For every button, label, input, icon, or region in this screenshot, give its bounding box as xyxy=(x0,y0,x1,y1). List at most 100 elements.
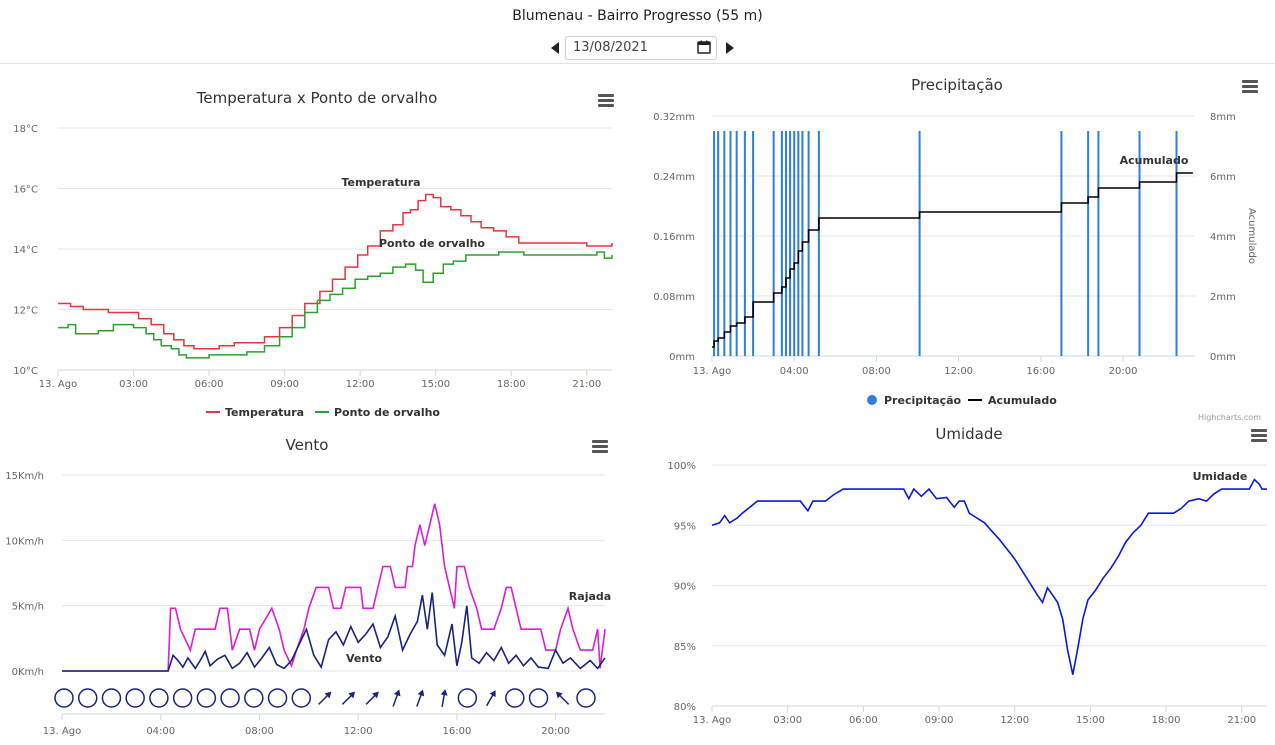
y-tick-label: 12°C xyxy=(13,306,38,317)
humidity-chart-menu-icon[interactable] xyxy=(1251,429,1267,443)
y-tick-label-right: 0mm xyxy=(1210,352,1236,363)
series-line-wind xyxy=(62,592,606,672)
y-tick-label-left: 0.24mm xyxy=(653,172,695,183)
calm-circle-icon xyxy=(528,688,549,708)
x-tick-label: 08:00 xyxy=(245,726,274,737)
x-tick-label: 18:00 xyxy=(497,379,526,390)
series-label-dewpoint: Ponto de orvalho xyxy=(379,237,485,250)
x-tick-label: 16:00 xyxy=(442,726,471,737)
series-label-accumulated: Acumulado xyxy=(1120,154,1189,167)
temp-chart-title: Temperatura x Ponto de orvalho xyxy=(196,89,438,107)
x-tick-label: 15:00 xyxy=(421,379,450,390)
x-tick-label: 15:00 xyxy=(1076,715,1105,726)
x-tick-label: 03:00 xyxy=(119,379,148,390)
x-tick-label: 12:00 xyxy=(1000,715,1029,726)
humidity-chart-title: Umidade xyxy=(935,425,1002,443)
calm-circle-icon xyxy=(172,688,193,708)
x-tick-label: 09:00 xyxy=(925,715,954,726)
calendar-icon[interactable] xyxy=(697,40,711,54)
y-tick-label-left: 0.16mm xyxy=(653,232,695,243)
y-tick-label-right: 4mm xyxy=(1210,232,1236,243)
y-tick-label: 80% xyxy=(674,702,696,713)
series-label-wind: Vento xyxy=(346,652,382,665)
calm-circle-icon xyxy=(196,688,217,708)
legend-item-precipitation: Precipitação xyxy=(884,394,962,407)
header-divider xyxy=(0,63,1275,64)
caret-right-icon[interactable] xyxy=(726,42,734,54)
wind-arrow-icon xyxy=(485,690,496,707)
x-tick-label: 21:00 xyxy=(1227,715,1256,726)
temp-chart-menu-icon[interactable] xyxy=(598,94,614,108)
x-tick-label: 16:00 xyxy=(1026,366,1055,377)
series-line-accumulated xyxy=(712,172,1193,348)
y-axis-title-right: Acumulado xyxy=(1246,208,1257,264)
x-tick-label: 04:00 xyxy=(780,366,809,377)
calm-circle-icon xyxy=(576,688,596,708)
series-line-gust xyxy=(62,503,606,672)
legend-item-accumulated: Acumulado xyxy=(988,394,1057,407)
wind-arrow-icon xyxy=(440,689,448,707)
series-line-humidity xyxy=(711,478,1267,675)
page-title: Blumenau - Bairro Progresso (55 m) xyxy=(512,8,763,24)
x-tick-label: 08:00 xyxy=(862,366,891,377)
y-tick-label-left: 0.32mm xyxy=(653,112,695,123)
series-label-temperature: Temperatura xyxy=(341,176,420,189)
x-tick-label: 13. Ago xyxy=(39,379,77,390)
calm-circle-icon xyxy=(244,688,264,708)
calm-circle-icon xyxy=(220,688,240,708)
wind-arrow-icon xyxy=(555,691,570,705)
wind-arrow-icon xyxy=(365,691,379,705)
y-tick-label: 90% xyxy=(674,582,696,593)
y-tick-label: 5Km/h xyxy=(12,602,44,613)
calm-circle-icon xyxy=(505,688,525,708)
wind-arrow-icon xyxy=(341,691,356,705)
calm-circle-icon xyxy=(125,688,145,708)
legend-item-dewpoint: Ponto de orvalho xyxy=(334,406,440,419)
calm-circle-icon xyxy=(77,688,98,708)
x-tick-label: 06:00 xyxy=(195,379,224,390)
legend-item-temperature: Temperatura xyxy=(225,406,304,419)
calm-circle-icon xyxy=(457,688,478,708)
calm-circle-icon xyxy=(291,688,312,708)
series-label-gust: Rajada xyxy=(569,590,611,603)
wind-arrow-icon xyxy=(392,689,401,707)
y-tick-label-left: 0mm xyxy=(669,352,695,363)
series-line-dewpoint xyxy=(58,251,613,359)
x-tick-label: 20:00 xyxy=(541,726,570,737)
y-tick-label: 15Km/h xyxy=(5,471,44,482)
precip-chart-title: Precipitação xyxy=(911,76,1003,94)
date-navigation: 13/08/2021 xyxy=(0,36,1275,62)
y-tick-label-right: 6mm xyxy=(1210,172,1236,183)
y-tick-label: 85% xyxy=(674,642,696,653)
x-tick-label: 13. Ago xyxy=(693,715,731,726)
y-tick-label-right: 8mm xyxy=(1210,112,1236,123)
precip-chart-menu-icon[interactable] xyxy=(1242,80,1258,94)
wind-chart-menu-icon[interactable] xyxy=(592,440,608,454)
x-tick-label: 20:00 xyxy=(1109,366,1138,377)
x-tick-label: 12:00 xyxy=(344,726,373,737)
x-tick-label: 04:00 xyxy=(146,726,175,737)
y-tick-label: 16°C xyxy=(13,185,38,196)
x-tick-label: 06:00 xyxy=(849,715,878,726)
wind-chart-title: Vento xyxy=(286,436,329,454)
x-tick-label: 03:00 xyxy=(773,715,802,726)
y-tick-label: 10Km/h xyxy=(5,536,44,547)
y-tick-label: 100% xyxy=(667,461,696,472)
y-tick-label: 10°C xyxy=(13,366,38,377)
y-tick-label-left: 0.08mm xyxy=(653,292,695,303)
wind-arrow-icon xyxy=(416,689,425,707)
legend-swatch xyxy=(867,395,877,405)
calm-circle-icon xyxy=(101,688,122,708)
x-tick-label: 12:00 xyxy=(944,366,973,377)
x-tick-label: 13. Ago xyxy=(693,366,731,377)
x-tick-label: 13. Ago xyxy=(43,726,81,737)
calm-circle-icon xyxy=(54,688,74,708)
series-label-humidity: Umidade xyxy=(1193,470,1248,483)
x-tick-label: 18:00 xyxy=(1152,715,1181,726)
series-line-temperature xyxy=(58,193,613,350)
caret-left-icon[interactable] xyxy=(551,42,559,54)
x-tick-label: 12:00 xyxy=(346,379,375,390)
date-input[interactable]: 13/08/2021 xyxy=(565,36,717,60)
credits-link[interactable]: Highcharts.com xyxy=(1198,413,1261,422)
